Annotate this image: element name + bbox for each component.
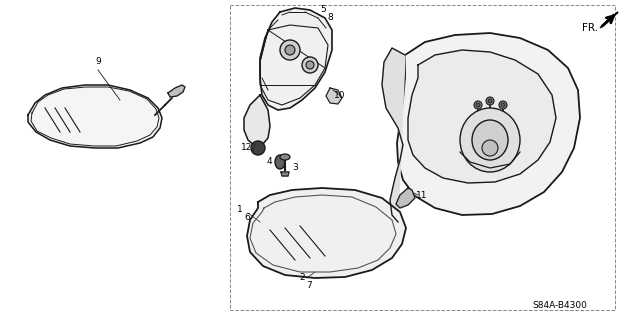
Text: 5: 5: [320, 4, 326, 13]
Text: 2: 2: [299, 273, 305, 283]
Polygon shape: [260, 8, 332, 110]
Ellipse shape: [275, 155, 285, 169]
Ellipse shape: [280, 154, 290, 160]
Ellipse shape: [460, 108, 520, 172]
Polygon shape: [382, 48, 405, 222]
Text: 3: 3: [292, 162, 298, 172]
Text: 7: 7: [306, 281, 312, 291]
Text: FR.: FR.: [582, 23, 598, 33]
Ellipse shape: [501, 103, 505, 107]
Polygon shape: [247, 188, 406, 278]
Polygon shape: [397, 33, 580, 215]
Polygon shape: [600, 12, 618, 28]
Ellipse shape: [280, 40, 300, 60]
Text: 8: 8: [327, 13, 333, 23]
Ellipse shape: [482, 140, 498, 156]
Ellipse shape: [251, 141, 265, 155]
Text: S84A-B4300: S84A-B4300: [532, 300, 588, 309]
Text: 6: 6: [244, 213, 250, 222]
Polygon shape: [168, 85, 185, 97]
Ellipse shape: [499, 101, 507, 109]
Ellipse shape: [474, 101, 482, 109]
Polygon shape: [244, 95, 270, 146]
Ellipse shape: [302, 57, 318, 73]
Text: 12: 12: [241, 144, 253, 152]
Ellipse shape: [486, 97, 494, 105]
Polygon shape: [281, 172, 289, 176]
Polygon shape: [396, 188, 415, 208]
Text: 10: 10: [334, 91, 346, 100]
Polygon shape: [28, 85, 162, 148]
Text: 9: 9: [95, 57, 101, 66]
Ellipse shape: [472, 120, 508, 160]
Text: 1: 1: [237, 205, 243, 214]
Ellipse shape: [285, 45, 295, 55]
Ellipse shape: [488, 99, 492, 103]
Ellipse shape: [306, 61, 314, 69]
Text: 4: 4: [266, 158, 272, 167]
Ellipse shape: [476, 103, 480, 107]
Polygon shape: [408, 50, 556, 183]
Polygon shape: [326, 88, 342, 104]
Text: 11: 11: [416, 190, 428, 199]
